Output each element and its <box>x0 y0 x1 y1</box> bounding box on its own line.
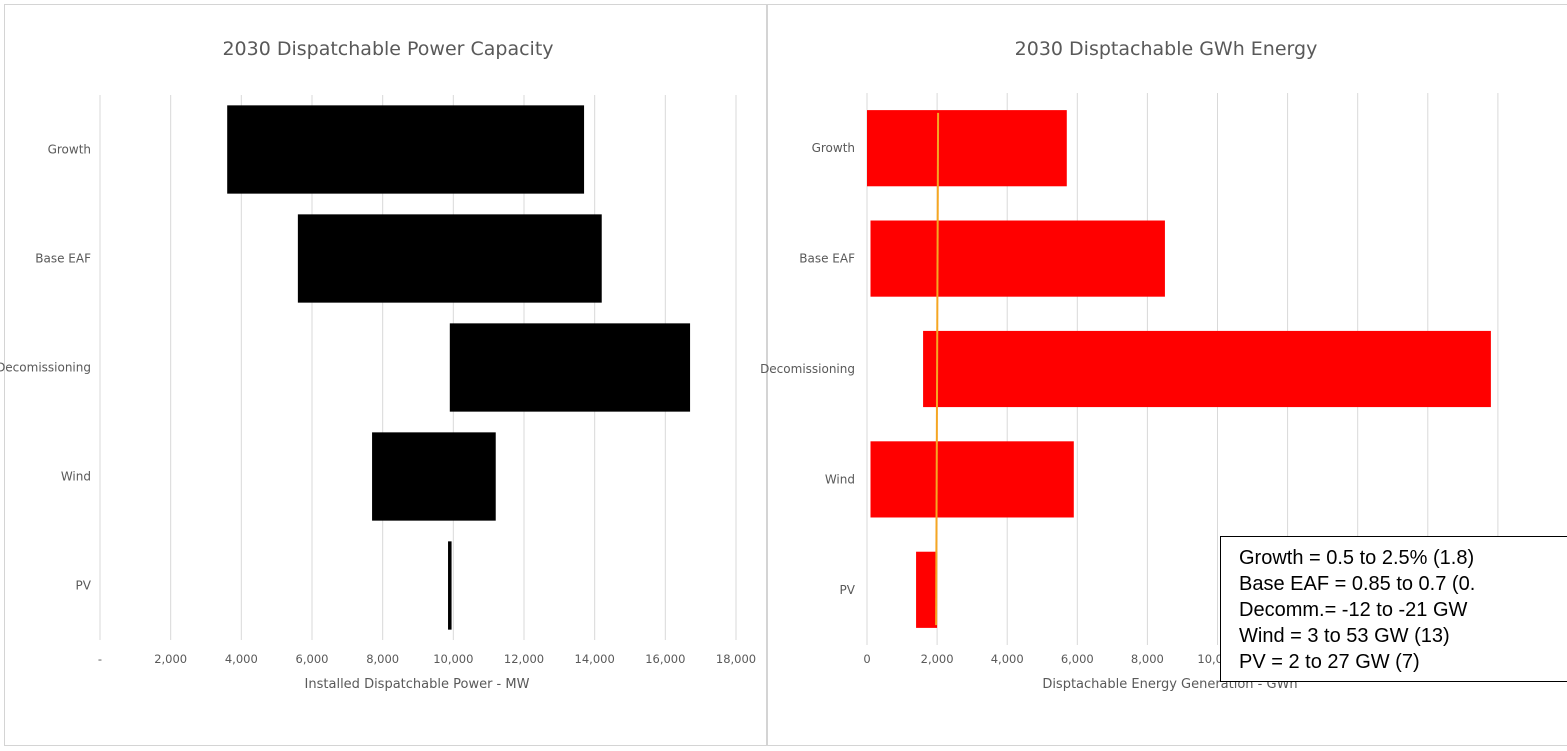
bar-decomissioning <box>923 330 1491 408</box>
x-tick-label: - <box>98 652 102 666</box>
x-tick-label: 14,000 <box>575 652 615 666</box>
bar-decomissioning <box>449 323 691 412</box>
bar-base-eaf <box>870 220 1165 297</box>
x-tick-label: 6,000 <box>1061 652 1094 666</box>
category-label: Base EAF <box>799 252 855 266</box>
category-labels: Growth Base EAF Decomissioning Wind PV <box>0 143 92 593</box>
bar-growth <box>227 105 585 194</box>
chart-panel-capacity: 2030 Dispatchable Power Capacity Install… <box>0 4 767 746</box>
bar-pv <box>916 551 938 628</box>
x-tick-label: 18,000 <box>716 652 756 666</box>
annotation-line: Decomm.= -12 to -21 GW <box>1239 599 1468 621</box>
x-tick-label: 8,000 <box>1131 652 1164 666</box>
reference-line <box>935 112 940 626</box>
chart-title: 2030 Dispatchable Power Capacity <box>222 38 553 60</box>
x-tick-label: 12,000 <box>504 652 544 666</box>
x-tick-label: 4,000 <box>225 652 258 666</box>
assumptions-annotation-box: Growth = 0.5 to 2.5% (1.8) Base EAF = 0.… <box>1220 536 1567 682</box>
category-label: PV <box>840 583 856 597</box>
category-label: Growth <box>812 141 855 155</box>
x-tick-label: 16,000 <box>645 652 685 666</box>
annotation-line: PV = 2 to 27 GW (7) <box>1239 651 1420 673</box>
bars <box>867 110 1491 628</box>
annotation-line: Growth = 0.5 to 2.5% (1.8) <box>1239 547 1475 569</box>
annotation-line: Base EAF = 0.85 to 0.7 (0. <box>1239 573 1476 595</box>
x-tick-label: 2,000 <box>921 652 954 666</box>
chart-panel-energy: 2030 Disptachable GWh Energy Disptachabl… <box>760 4 1567 746</box>
bars <box>227 105 691 630</box>
x-tick-labels: - 2,000 4,000 6,000 8,000 10,000 12,000 14,000 1… <box>98 652 756 666</box>
x-axis-title: Installed Dispatchable Power - MW <box>305 677 530 692</box>
annotation-line: Wind = 3 to 53 GW (13) <box>1239 625 1450 647</box>
x-tick-label: 0 <box>863 652 870 666</box>
category-label: Wind <box>61 470 91 484</box>
bar-base-eaf <box>297 214 602 303</box>
bar-wind <box>372 432 496 521</box>
x-tick-label: 8,000 <box>366 652 399 666</box>
capacity-chart-svg: 2030 Dispatchable Power Capacity Install… <box>0 38 756 692</box>
category-label: Base EAF <box>35 252 91 266</box>
category-label: Growth <box>48 143 91 157</box>
bar-growth <box>867 110 1067 187</box>
x-tick-label: 4,000 <box>991 652 1024 666</box>
x-tick-label: 2,000 <box>154 652 187 666</box>
chart-title: 2030 Disptachable GWh Energy <box>1015 38 1318 60</box>
category-label: PV <box>76 579 92 593</box>
x-tick-label: 10,000 <box>433 652 473 666</box>
bar-pv <box>448 541 452 630</box>
category-labels: Growth Base EAF Decomissioning Wind PV <box>760 141 856 597</box>
category-label: Wind <box>825 472 855 486</box>
category-label: Decomissioning <box>760 362 855 376</box>
x-tick-label: 6,000 <box>296 652 329 666</box>
bar-wind <box>870 441 1074 518</box>
category-label: Decomissioning <box>0 361 91 375</box>
